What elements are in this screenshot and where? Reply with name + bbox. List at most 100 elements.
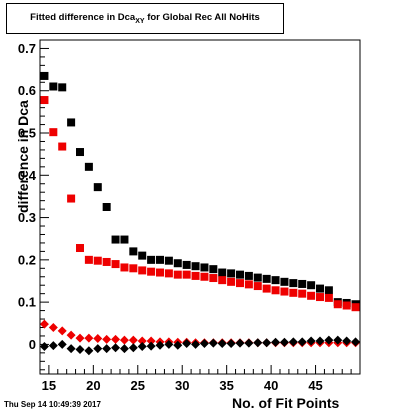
- data-point: [58, 83, 67, 92]
- data-point: [156, 255, 164, 264]
- y-tick-label: 0: [29, 337, 36, 352]
- y-tick-label: 0.7: [18, 41, 36, 56]
- data-point: [298, 279, 307, 288]
- data-point: [280, 277, 289, 286]
- data-point: [208, 338, 218, 348]
- data-point: [128, 343, 138, 353]
- data-point: [164, 339, 174, 349]
- data-point: [244, 271, 253, 280]
- data-point: [262, 338, 272, 348]
- data-point: [209, 265, 218, 274]
- data-point: [120, 263, 129, 272]
- x-axis-label: No. of Fit Points: [232, 395, 340, 411]
- data-point: [218, 276, 227, 285]
- data-point: [39, 342, 49, 352]
- data-point: [227, 269, 236, 278]
- data-point: [271, 286, 280, 295]
- data-point: [333, 335, 343, 345]
- data-point: [84, 255, 93, 264]
- chart-title-box: Fitted difference in DcaXY for Global Re…: [6, 3, 284, 34]
- data-point: [236, 270, 244, 279]
- data-point: [298, 289, 307, 298]
- data-point: [75, 344, 85, 354]
- data-point: [76, 148, 84, 157]
- data-point: [102, 203, 111, 211]
- data-point: [147, 255, 156, 264]
- y-tick-label: 0.4: [18, 168, 37, 183]
- data-point: [84, 333, 94, 343]
- timestamp: Thu Sep 14 10:49:39 2017: [4, 400, 101, 409]
- data-point: [333, 300, 342, 309]
- y-tick-label: 0.1: [18, 295, 36, 310]
- data-point: [324, 335, 334, 345]
- data-point: [262, 274, 271, 283]
- data-point: [102, 257, 111, 266]
- data-point: [253, 282, 262, 291]
- data-point: [342, 301, 351, 310]
- chart-title-subscript: XY: [135, 17, 145, 25]
- data-point: [128, 335, 138, 345]
- data-point: [324, 286, 333, 295]
- data-point: [342, 336, 352, 346]
- data-point: [93, 256, 102, 265]
- data-point: [111, 343, 121, 353]
- data-point: [253, 338, 263, 348]
- axis-ticks: [39, 39, 361, 374]
- data-point: [289, 279, 298, 288]
- data-point: [39, 319, 49, 329]
- x-tick-label: 20: [86, 378, 100, 393]
- data-point: [173, 270, 182, 279]
- y-tick-label: 0.2: [18, 252, 36, 267]
- data-point: [111, 260, 120, 269]
- data-point: [40, 96, 49, 105]
- axis-tick-labels: 15 20 25 30 35 40 45 0 0.1 0.2 0.3 0.4 0.5 0.6 0.7: [18, 41, 323, 393]
- series-4: [39, 335, 361, 356]
- data-point: [191, 339, 201, 349]
- series-1: [40, 71, 360, 309]
- data-point: [111, 235, 120, 244]
- data-point: [182, 339, 192, 349]
- data-point: [182, 260, 191, 269]
- data-point: [253, 273, 262, 282]
- data-point: [279, 337, 289, 347]
- data-point: [102, 334, 112, 344]
- data-point: [351, 303, 360, 312]
- data-point: [146, 341, 156, 351]
- x-tick-label: 40: [264, 378, 278, 393]
- data-point: [199, 339, 209, 349]
- data-point: [315, 336, 325, 346]
- data-point: [147, 267, 156, 276]
- data-point: [288, 337, 298, 347]
- data-point: [324, 293, 333, 302]
- data-point: [138, 251, 147, 260]
- data-point: [173, 340, 183, 350]
- data-point: [191, 271, 200, 280]
- data-point: [67, 194, 76, 203]
- plot-frame: [39, 39, 361, 375]
- series-2: [40, 96, 360, 312]
- data-point: [200, 263, 209, 272]
- data-marks: [39, 71, 361, 356]
- data-point: [307, 281, 316, 290]
- data-point: [48, 341, 58, 351]
- data-point: [75, 333, 85, 343]
- data-point: [57, 326, 67, 336]
- data-point: [129, 264, 138, 273]
- data-point: [129, 247, 138, 256]
- data-point: [262, 284, 271, 293]
- x-tick-label: 35: [219, 378, 233, 393]
- chart-title: Fitted difference in DcaXY for Global Re…: [30, 12, 260, 25]
- x-tick-label: 25: [131, 378, 145, 393]
- data-point: [289, 288, 298, 297]
- data-point: [111, 334, 121, 344]
- data-point: [244, 280, 253, 289]
- data-point: [235, 338, 245, 348]
- data-point: [191, 262, 200, 271]
- data-point: [182, 270, 191, 279]
- data-point: [156, 268, 164, 277]
- data-point: [58, 142, 67, 151]
- data-point: [227, 277, 236, 286]
- y-tick-label: 0.5: [18, 126, 36, 141]
- data-point: [57, 339, 67, 349]
